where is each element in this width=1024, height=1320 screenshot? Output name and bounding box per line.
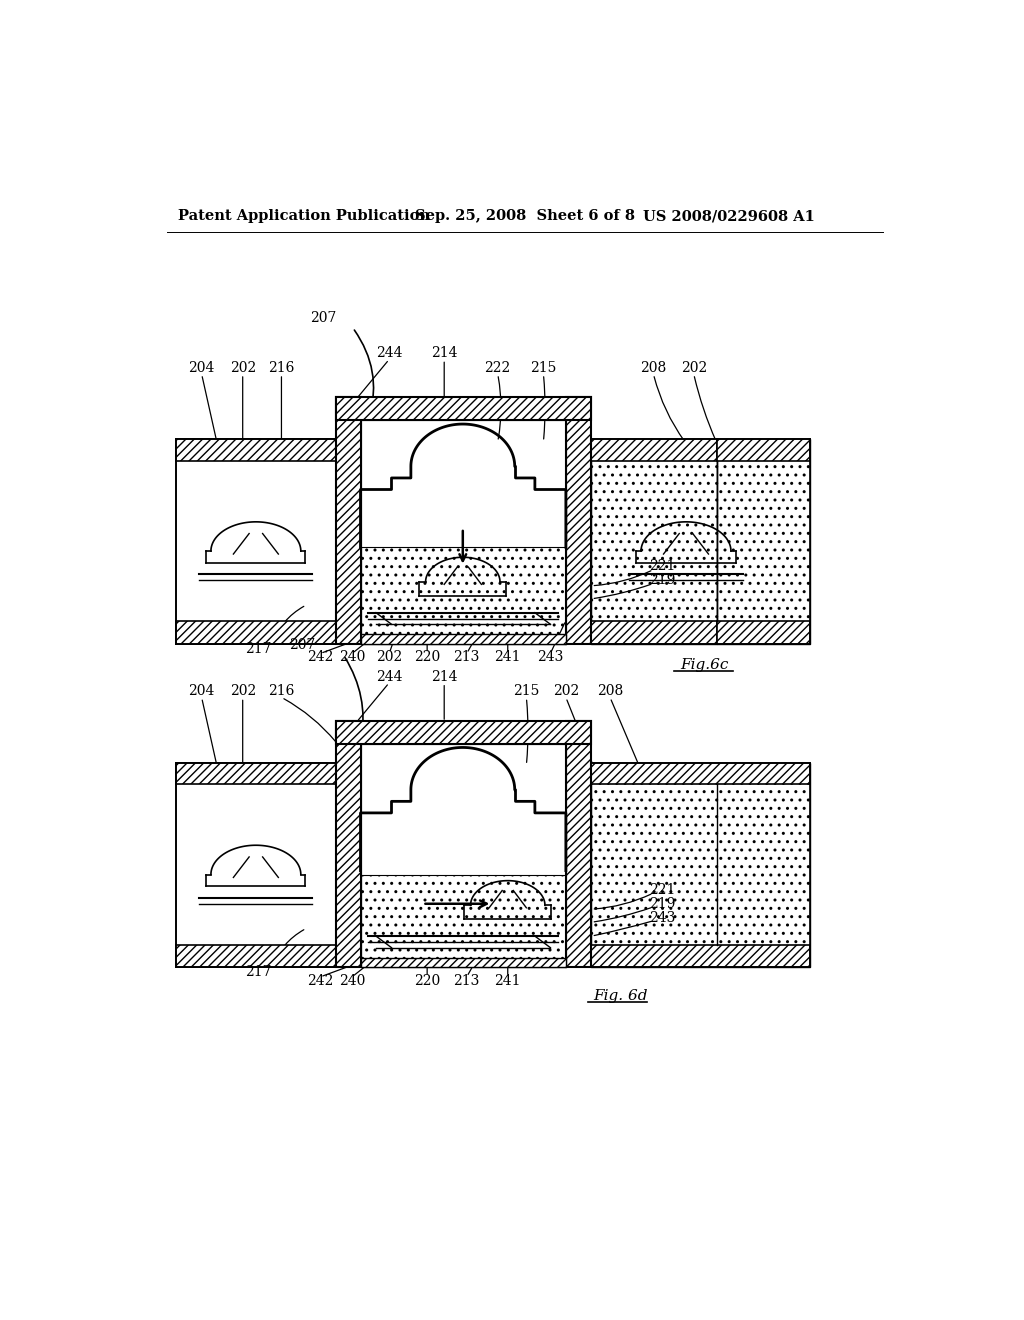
Text: Fig.6c: Fig.6c bbox=[680, 659, 728, 672]
Text: 240: 240 bbox=[339, 974, 366, 987]
Text: 217: 217 bbox=[245, 965, 271, 979]
Text: 215: 215 bbox=[530, 360, 557, 375]
Bar bbox=[717, 440, 810, 644]
Text: Sep. 25, 2008  Sheet 6 of 8: Sep. 25, 2008 Sheet 6 of 8 bbox=[415, 209, 635, 223]
Text: 222: 222 bbox=[484, 360, 511, 375]
Text: 242: 242 bbox=[307, 974, 334, 987]
Text: 202: 202 bbox=[681, 360, 707, 375]
Text: 208: 208 bbox=[597, 684, 624, 698]
Bar bbox=[176, 945, 336, 966]
Text: 244: 244 bbox=[376, 669, 402, 684]
Bar bbox=[592, 440, 717, 644]
Bar bbox=[592, 622, 717, 644]
Text: 214: 214 bbox=[431, 669, 458, 684]
Text: 202: 202 bbox=[376, 651, 402, 664]
Text: 202: 202 bbox=[553, 684, 579, 698]
Bar bbox=[176, 763, 336, 966]
Bar bbox=[336, 721, 360, 966]
Bar bbox=[360, 875, 566, 966]
Text: 221: 221 bbox=[649, 560, 676, 573]
Text: US 2008/0229608 A1: US 2008/0229608 A1 bbox=[643, 209, 815, 223]
Bar bbox=[566, 721, 592, 966]
Bar bbox=[592, 440, 717, 461]
Bar bbox=[176, 440, 336, 644]
Text: 220: 220 bbox=[414, 974, 440, 987]
Text: 243: 243 bbox=[538, 651, 563, 664]
Bar bbox=[360, 635, 566, 644]
Bar bbox=[336, 721, 592, 743]
Text: 208: 208 bbox=[640, 360, 667, 375]
Bar bbox=[592, 945, 810, 966]
Bar bbox=[360, 420, 566, 548]
Text: 207: 207 bbox=[289, 638, 315, 652]
Text: 240: 240 bbox=[339, 651, 366, 664]
Text: 214: 214 bbox=[431, 346, 458, 360]
Text: 207: 207 bbox=[310, 310, 337, 325]
Text: Patent Application Publication: Patent Application Publication bbox=[178, 209, 430, 223]
Text: 242: 242 bbox=[307, 651, 334, 664]
Text: 204: 204 bbox=[188, 360, 215, 375]
Text: 243: 243 bbox=[649, 911, 676, 924]
Bar bbox=[717, 440, 810, 461]
Text: 220: 220 bbox=[414, 651, 440, 664]
Bar bbox=[360, 743, 566, 875]
Text: 216: 216 bbox=[268, 684, 295, 698]
Text: 215: 215 bbox=[513, 684, 540, 698]
Text: 217: 217 bbox=[245, 642, 271, 656]
Text: Fig. 6d: Fig. 6d bbox=[593, 989, 647, 1003]
Text: 219: 219 bbox=[649, 896, 676, 911]
Bar bbox=[566, 397, 592, 644]
Text: 202: 202 bbox=[229, 684, 256, 698]
Text: 221: 221 bbox=[649, 883, 676, 896]
Bar bbox=[336, 397, 360, 644]
Text: 241: 241 bbox=[495, 974, 521, 987]
Bar bbox=[592, 763, 810, 784]
Bar bbox=[360, 958, 566, 966]
Bar bbox=[717, 622, 810, 644]
Text: 204: 204 bbox=[188, 684, 215, 698]
Bar bbox=[360, 548, 566, 644]
Text: 241: 241 bbox=[495, 651, 521, 664]
Bar bbox=[176, 622, 336, 644]
Text: 213: 213 bbox=[454, 974, 480, 987]
Bar bbox=[176, 440, 336, 461]
Bar bbox=[336, 397, 592, 420]
Text: 219: 219 bbox=[649, 573, 676, 587]
Text: 202: 202 bbox=[229, 360, 256, 375]
Bar bbox=[176, 763, 336, 784]
Bar bbox=[592, 763, 810, 966]
Text: 244: 244 bbox=[376, 346, 402, 360]
Text: 213: 213 bbox=[454, 651, 480, 664]
Text: 216: 216 bbox=[268, 360, 295, 375]
